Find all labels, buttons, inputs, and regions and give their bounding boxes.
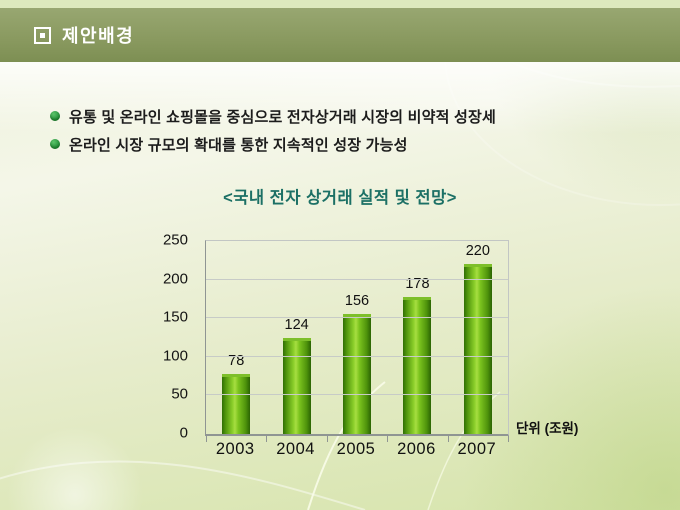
bullet-text: 유통 및 온라인 쇼핑몰을 중심으로 전자상거래 시장의 비약적 성장세: [69, 108, 496, 126]
bar-slot: 156: [327, 241, 387, 434]
y-tick-label: 200: [162, 270, 188, 288]
x-tick-label: 2005: [336, 440, 376, 458]
bullet-list: 유통 및 온라인 쇼핑몰을 중심으로 전자상거래 시장의 비약적 성장세 온라인…: [50, 102, 496, 158]
x-axis-tick: [508, 436, 509, 442]
list-item: 유통 및 온라인 쇼핑몰을 중심으로 전자상거래 시장의 비약적 성장세: [50, 102, 496, 130]
y-tick-label: 100: [162, 347, 188, 365]
gridline: [206, 317, 508, 319]
bar: [403, 296, 432, 434]
bar-value-label: 156: [344, 292, 370, 309]
chart-title: <국내 전자 상거래 실적 및 전망>: [223, 189, 457, 207]
list-item: 온라인 시장 규모의 확대를 통한 지속적인 성장 가능성: [50, 130, 496, 158]
square-bullet-icon: [34, 26, 51, 44]
bar-slot: 178: [387, 241, 447, 434]
y-tick-label: 50: [171, 385, 188, 403]
gridline: [206, 355, 508, 357]
bullet-dot-icon: [50, 139, 60, 149]
x-axis-tick: [387, 436, 389, 442]
x-axis-tick: [447, 436, 449, 442]
plot-area: 78 124 156 178 220: [205, 240, 509, 442]
top-strip: [0, 0, 680, 8]
y-tick-label: 150: [162, 308, 188, 326]
bullet-dot-icon: [50, 111, 60, 121]
gridline: [206, 394, 508, 396]
bar: [463, 264, 492, 434]
bar-slot: 78: [206, 241, 266, 434]
x-tick-label: 2003: [215, 440, 255, 458]
y-axis-labels: 0 50 100 150 200 250: [138, 232, 196, 442]
bar-slot: 124: [266, 241, 326, 434]
x-axis-tick: [206, 436, 207, 442]
x-tick-label: 2006: [397, 440, 436, 458]
bar-value-label: 124: [284, 317, 309, 334]
bar-value-label: 220: [465, 243, 490, 260]
x-tick-label: 2004: [276, 440, 315, 458]
header-band: 제안배경: [0, 8, 680, 62]
x-axis-tick: [326, 436, 328, 442]
unit-label: 단위 (조원): [516, 421, 579, 436]
bars: 78 124 156 178 220: [206, 241, 508, 434]
bar-slot: 220: [448, 241, 508, 434]
x-axis-tick: [266, 436, 268, 442]
bar: [222, 373, 251, 434]
page-title: 제안배경: [62, 26, 135, 46]
gridline: [206, 278, 508, 280]
y-tick-label: 250: [162, 231, 188, 249]
x-tick-label: 2007: [457, 440, 497, 458]
x-axis-labels: 2003 2004 2005 2006 2007: [205, 440, 507, 459]
bar: [343, 313, 372, 434]
bullet-text: 온라인 시장 규모의 확대를 통한 지속적인 성장 가능성: [69, 136, 408, 154]
bar: [282, 338, 311, 434]
y-tick-label: 0: [179, 424, 188, 442]
